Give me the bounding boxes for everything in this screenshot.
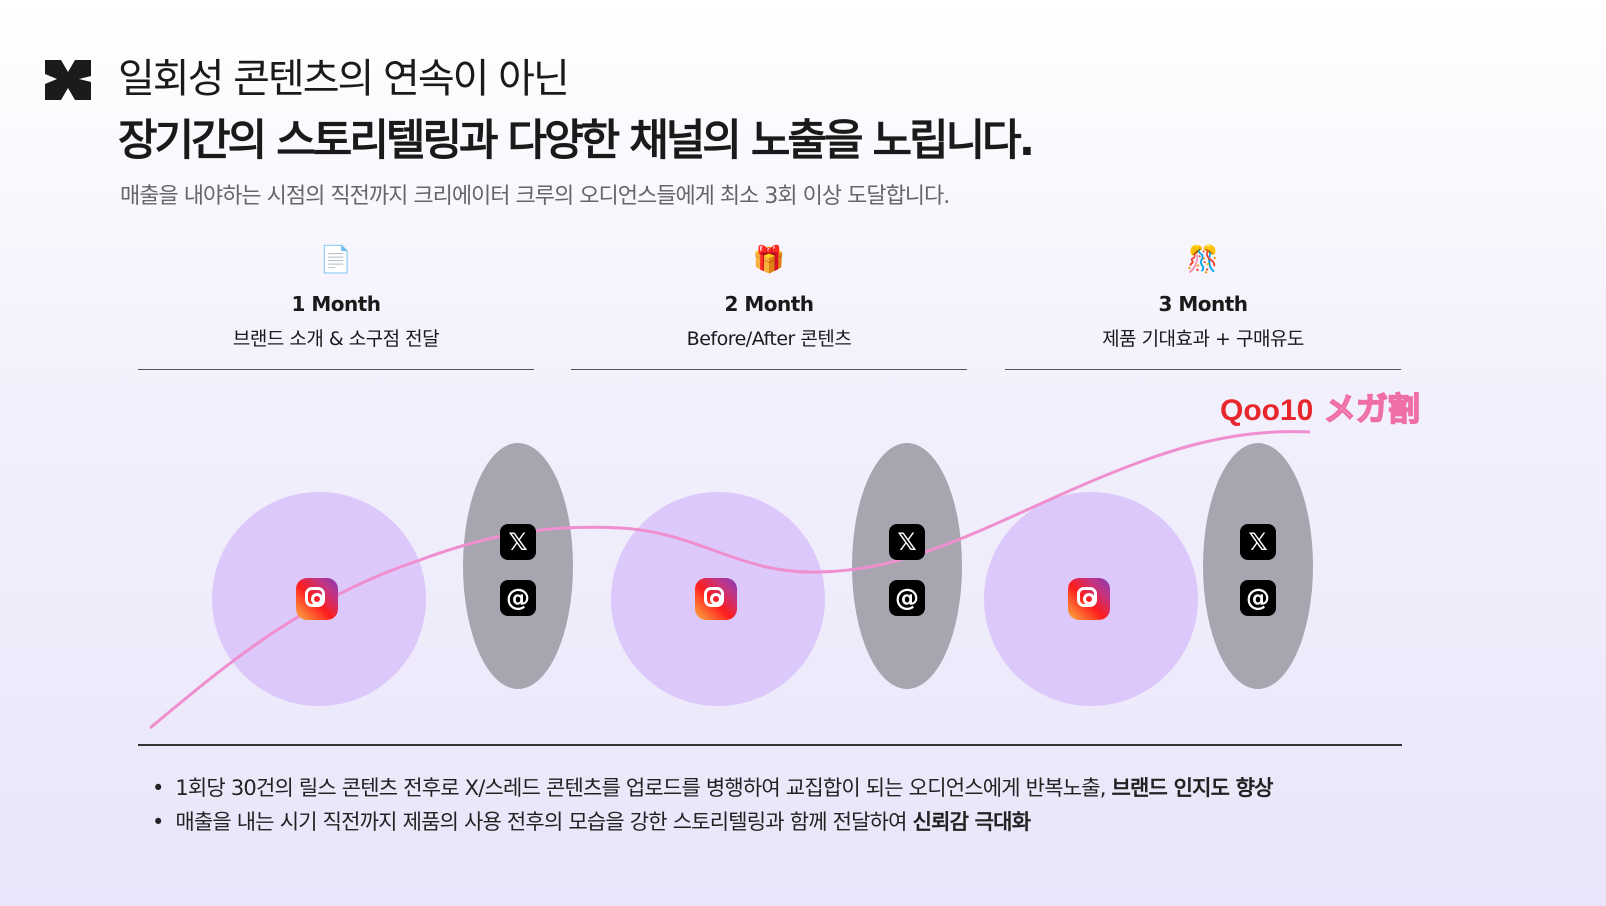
month-1-column: 📄 1 Month 브랜드 소개 & 소구점 전달 xyxy=(138,242,534,370)
qoo10-megawari-logo: Qoo10 メガ割 xyxy=(1220,384,1421,430)
x-threads-ellipse xyxy=(463,443,573,689)
subtitle: 매출을 내야하는 시점의 직전까지 크리에이터 크루의 오디언스들에게 최소 3… xyxy=(120,184,950,209)
month-desc: 브랜드 소개 & 소구점 전달 xyxy=(232,328,440,350)
x-icon: 𝕏 xyxy=(1240,524,1276,560)
bullet-2: • 매출을 내는 시기 직전까지 제품의 사용 전후의 모습을 강한 스토리텔링… xyxy=(152,810,1031,834)
divider xyxy=(1005,369,1401,370)
title-line-1: 일회성 콘텐츠의 연속이 아닌 xyxy=(118,56,570,102)
divider xyxy=(138,369,534,370)
bullet-1: • 1회당 30건의 릴스 콘텐츠 전후로 X/스레드 콘텐츠를 업로드를 병행… xyxy=(152,776,1274,800)
bullet-text: 매출을 내는 시기 직전까지 제품의 사용 전후의 모습을 강한 스토리텔링과 … xyxy=(175,810,913,834)
divider xyxy=(571,369,967,370)
month-2-column: 🎁 2 Month Before/After 콘텐츠 xyxy=(571,242,967,370)
bullet-emphasis: 신뢰감 극대화 xyxy=(912,810,1031,834)
x-icon: 𝕏 xyxy=(889,524,925,560)
threads-icon: @ xyxy=(500,580,536,616)
megawari-tag: メガ割 xyxy=(1323,389,1421,429)
month-3-column: 🎊 3 Month 제품 기대효과 + 구매유도 xyxy=(1005,242,1401,370)
month-label: 2 Month xyxy=(724,292,814,316)
instagram-icon xyxy=(695,578,737,620)
month-desc: Before/After 콘텐츠 xyxy=(686,328,852,350)
month-label: 3 Month xyxy=(1158,292,1248,316)
gift-icon: 🎁 xyxy=(752,245,786,275)
month-desc: 제품 기대효과 + 구매유도 xyxy=(1102,328,1304,350)
page-icon: 📄 xyxy=(319,245,353,275)
month-label: 1 Month xyxy=(291,292,381,316)
brand-logo xyxy=(45,60,91,100)
x-icon: 𝕏 xyxy=(500,524,536,560)
baseline xyxy=(138,744,1402,746)
threads-icon: @ xyxy=(889,580,925,616)
instagram-icon xyxy=(296,578,338,620)
threads-icon: @ xyxy=(1240,580,1276,616)
instagram-icon xyxy=(1068,578,1110,620)
confetti-icon: 🎊 xyxy=(1186,245,1220,275)
x-threads-ellipse xyxy=(1203,443,1313,689)
bullet-text: 1회당 30건의 릴스 콘텐츠 전후로 X/스레드 콘텐츠를 업로드를 병행하여… xyxy=(175,776,1112,800)
bullet-emphasis: 브랜드 인지도 향상 xyxy=(1111,776,1274,800)
title-line-2: 장기간의 스토리텔링과 다양한 채널의 노출을 노립니다. xyxy=(118,116,1035,166)
qoo10-brand: Qoo10 xyxy=(1220,394,1314,427)
